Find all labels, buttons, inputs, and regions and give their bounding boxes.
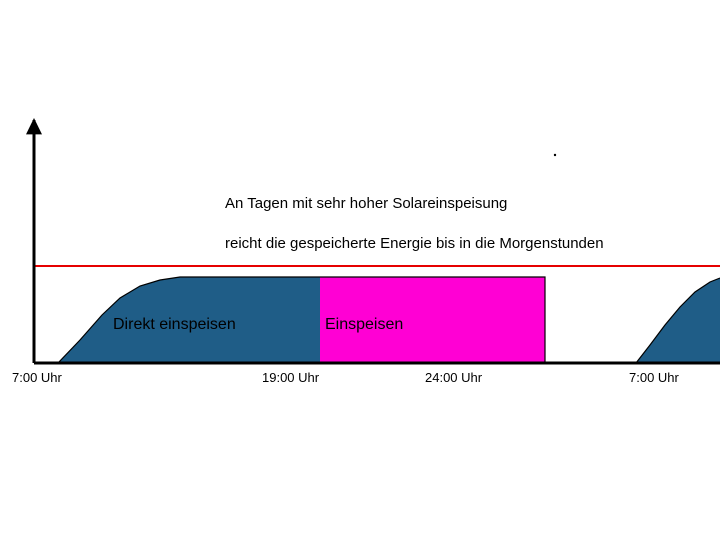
marker-dot [554, 154, 556, 156]
xaxis-tick-label: 7:00 Uhr [12, 370, 62, 385]
xaxis-tick-label: 19:00 Uhr [262, 370, 319, 385]
chart-canvas: An Tagen mit sehr hoher Solareinspeisung… [0, 0, 720, 540]
description-line-1: An Tagen mit sehr hoher Solareinspeisung [225, 195, 507, 212]
xaxis-tick-label: 7:00 Uhr [629, 370, 679, 385]
region-next-morning [636, 278, 720, 363]
region-label-direkt-einspeisen: Direkt einspeisen [113, 316, 236, 334]
region-label-einspeisen: Einspeisen [325, 316, 403, 334]
description-line-2: reicht die gespeicherte Energie bis in d… [225, 235, 604, 252]
y-axis-arrow-icon [26, 118, 42, 134]
xaxis-tick-label: 24:00 Uhr [425, 370, 482, 385]
chart-svg [0, 0, 720, 540]
